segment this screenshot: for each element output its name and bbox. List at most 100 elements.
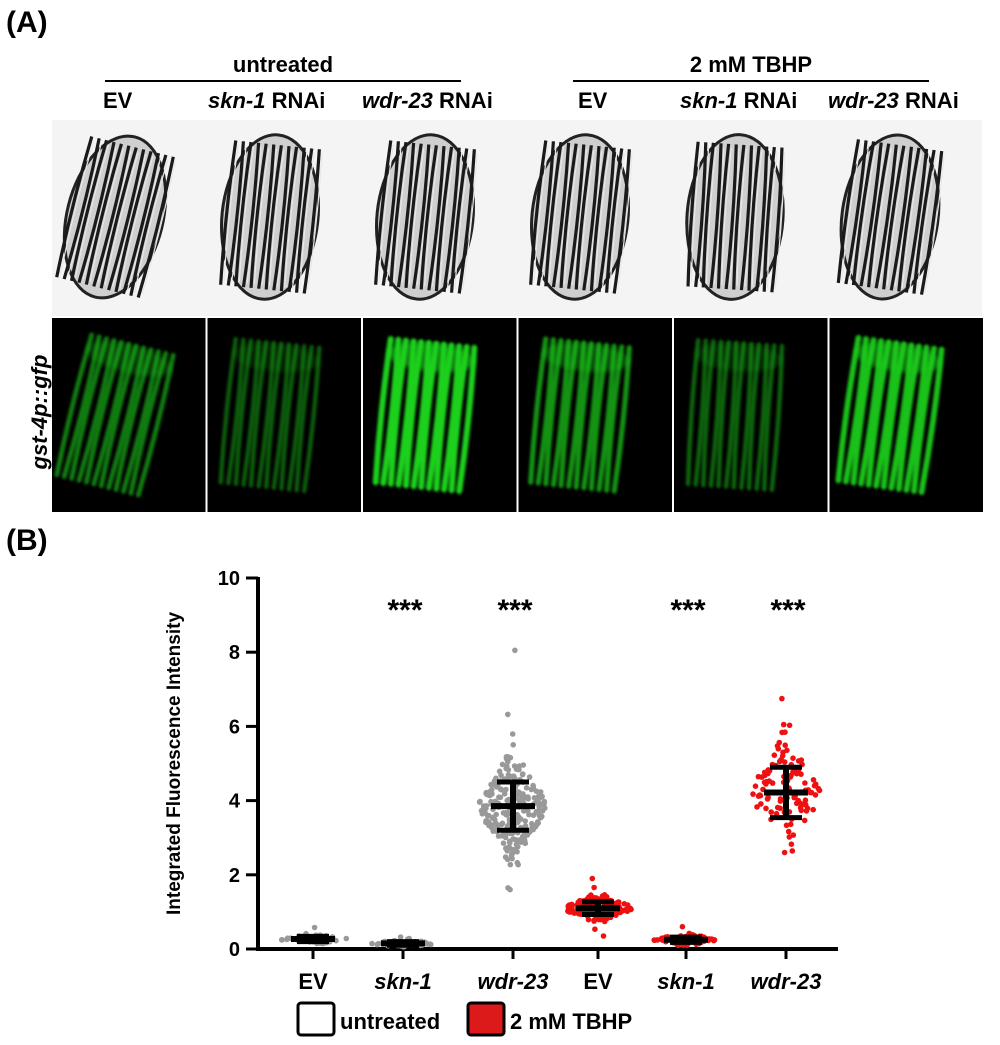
worm-body (567, 144, 586, 289)
worm-body (279, 146, 299, 292)
worm-highlight (751, 150, 763, 287)
worm-highlight (736, 149, 748, 286)
worm-body (219, 140, 238, 285)
data-point (504, 856, 511, 863)
worm-highlight (774, 151, 786, 289)
worm-body (264, 145, 283, 290)
data-point (776, 739, 783, 746)
worm-body (249, 143, 268, 289)
worm-cluster-brightfield (685, 133, 786, 301)
significance-mark: *** (497, 594, 532, 627)
worm-highlight (548, 146, 565, 283)
data-point (507, 861, 514, 868)
worm-body (701, 142, 715, 288)
data-point (525, 796, 531, 802)
worm-body (241, 142, 261, 288)
brightfield-row (52, 120, 982, 316)
data-point (517, 816, 524, 822)
worm-body (389, 141, 408, 287)
data-point (503, 765, 510, 772)
worm-body (904, 148, 929, 293)
worm-body (272, 145, 291, 291)
worm-highlight (231, 145, 247, 282)
worm-body (732, 144, 746, 290)
worm-cluster-brightfield (374, 133, 478, 301)
chart-points (279, 647, 823, 950)
data-point (500, 840, 507, 846)
data-point (768, 809, 774, 815)
worm-body (295, 148, 314, 293)
data-point (781, 849, 788, 856)
worm-body (69, 139, 109, 282)
worm-body (844, 140, 868, 285)
data-point (499, 820, 506, 827)
legend-swatch (466, 1001, 506, 1037)
data-point (311, 924, 318, 931)
worm-highlight (744, 149, 755, 287)
data-point (511, 763, 518, 769)
data-point (761, 779, 768, 786)
worm-highlight (378, 144, 394, 282)
data-point (810, 777, 817, 783)
data-point (503, 786, 509, 793)
condition-label-wdr23-tbhp: wdr-23 RNAi (828, 88, 959, 113)
worm-highlight (871, 147, 892, 284)
data-point (541, 798, 548, 805)
data-point (781, 759, 788, 765)
data-point (773, 810, 780, 817)
data-point (514, 849, 520, 855)
data-point (624, 902, 631, 908)
worm-highlight (759, 150, 771, 288)
worm-body (582, 145, 601, 291)
worm-highlight (856, 145, 877, 282)
data-point (803, 808, 810, 814)
worm-body (374, 140, 393, 285)
data-point (505, 711, 511, 718)
worm-highlight (82, 146, 117, 280)
worm-highlight (879, 148, 900, 285)
worm-highlight (253, 147, 270, 285)
worm-body (442, 147, 461, 293)
worm-highlight (909, 153, 930, 290)
worm-highlight (111, 153, 147, 288)
worm-highlight (431, 150, 448, 287)
data-point (589, 875, 596, 882)
data-point (780, 721, 787, 728)
worm-highlight (586, 150, 603, 287)
worm-body (302, 149, 321, 294)
data-point (782, 742, 788, 748)
worm-highlight (416, 148, 432, 286)
data-point (777, 805, 783, 812)
worm-body (897, 147, 921, 292)
data-point (511, 773, 517, 779)
worm-body (716, 143, 731, 289)
worm-body (84, 143, 123, 285)
data-point (788, 821, 794, 828)
data-point (539, 793, 545, 800)
worm-body (412, 144, 431, 289)
data-point (754, 804, 760, 810)
gfp-head-band (542, 342, 630, 372)
group-line-untreated (105, 80, 461, 82)
data-point (530, 826, 536, 833)
data-point (526, 811, 532, 818)
x-tick-label: EV (298, 969, 328, 994)
data-point (498, 786, 505, 793)
worm-highlight (556, 147, 572, 284)
scatter-chart: 0 2 4 6 8 10 Integrated Fluorescence Intensity… (164, 568, 838, 1037)
data-point (779, 695, 785, 702)
worm-body (912, 149, 936, 294)
worm-body (136, 156, 175, 298)
data-point (484, 791, 491, 798)
data-point (488, 822, 495, 828)
legend-label: 2 mM TBHP (510, 1009, 632, 1034)
worm-body (99, 147, 138, 289)
data-point (779, 753, 786, 759)
worm-body (589, 146, 609, 292)
data-point (514, 859, 521, 866)
worm-body (257, 144, 276, 289)
worm-body (694, 142, 708, 288)
x-tick-label: EV (583, 969, 613, 994)
worm-highlight (705, 146, 717, 284)
data-point (801, 817, 808, 824)
